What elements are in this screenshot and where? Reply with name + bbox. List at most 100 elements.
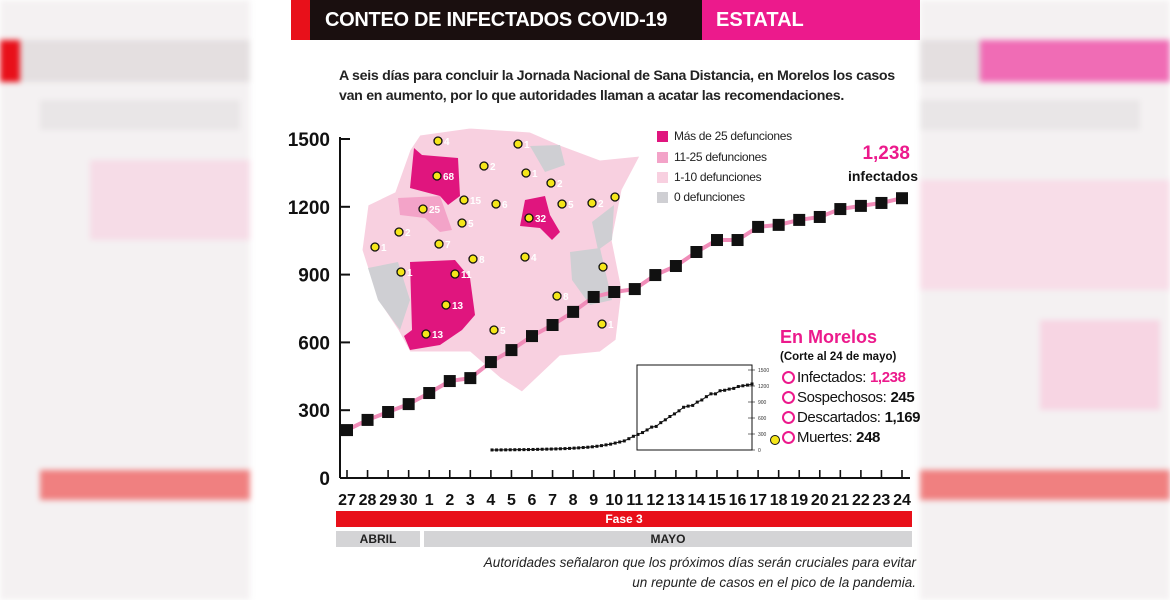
y-tick-label: 300 [298,401,330,422]
x-tick-label: 17 [749,492,767,509]
data-point [628,283,641,296]
map-label: 1 [381,243,387,254]
highlight-label: infectados [847,168,918,184]
map-dot-icon [491,199,501,209]
map-dot-icon [489,325,499,335]
data-point [423,387,436,400]
legend-swatch [657,171,668,183]
map-label: 2 [557,179,563,190]
inset-line [492,383,753,451]
map-label: 15 [470,196,482,207]
map-dot-icon [394,227,404,237]
inset-point [654,424,658,428]
inset-point [595,444,599,448]
data-point [443,375,456,388]
legend-item: 0 defunciones [657,189,745,205]
inset-point [572,446,576,450]
legend-label: 11-25 defunciones [674,150,767,164]
legend-label: 0 defunciones [674,190,745,204]
x-tick-label: 15 [708,492,726,509]
map-region-zero [530,145,565,172]
data-point [484,356,497,369]
x-tick-label: 11 [626,492,643,509]
arrow-circle-icon [782,371,795,384]
map-label: 1 [532,169,538,180]
data-point [587,290,600,303]
map-region-high [404,260,475,350]
summary-item: Descartados: 1,169 [782,409,921,426]
inset-point [558,447,562,451]
data-point [546,318,559,331]
map-label: 2 [405,228,411,239]
arrow-circle-icon [782,411,795,424]
x-tick-label: 7 [548,492,557,509]
map-label: 5 [468,219,474,230]
map-label: 2 [621,193,627,204]
y-tick-label: 900 [298,266,330,287]
inset-point [536,447,540,451]
map-label: 1 [608,320,614,331]
data-point [402,398,415,411]
map-label: 4 [531,253,537,264]
map-label: 11 [461,270,472,281]
inset-point [590,445,594,449]
inset-tick-label: 1200 [758,384,769,390]
inset-point [732,386,736,390]
data-point [793,213,806,226]
map-dot-icon [434,239,444,249]
map-label: 1 [407,268,413,279]
map-region-zero [592,205,614,250]
map-dot-icon [396,267,406,277]
blurred-right-background [920,0,1170,600]
map-dot-icon [433,136,443,146]
inset-point [736,385,740,389]
blurred-left-background [0,0,250,600]
map-label: 2 [598,199,604,210]
inset-point [531,447,535,451]
data-point [361,413,374,426]
inset-point [727,387,731,391]
summary-title: En Morelos [780,327,878,347]
month-may: MAYO [424,531,912,547]
data-point [464,372,477,385]
map-label: 2 [490,162,496,173]
x-tick-label: 13 [667,492,685,509]
data-point [854,199,867,212]
inset-point [645,428,649,432]
inset-point [540,447,544,451]
map-dot-icon [457,218,467,228]
data-point [731,234,744,247]
summary-value: 248 [856,429,880,446]
summary-label: Sospechosos: [797,389,887,406]
data-point [772,218,785,231]
summary-label: Infectados: [797,369,866,386]
inset-point [682,405,686,409]
map-dot-icon [418,204,428,214]
month-april: ABRIL [336,531,420,547]
map-dot-icon [552,291,562,301]
inset-point [499,448,503,452]
inset-tick-label: 600 [758,416,767,422]
map-dot-icon [546,178,556,188]
legend-label: Más de 25 defunciones [674,129,792,143]
data-point [526,330,538,343]
data-point [608,286,621,299]
x-tick-label: 29 [379,492,397,509]
arrow-circle-icon [782,431,795,444]
x-tick-label: 16 [729,492,747,509]
map-label: 1 [524,140,530,151]
inset-point [581,446,585,450]
data-point [382,406,395,419]
map-label: 6 [502,200,508,211]
data-point [341,424,353,437]
summary-value: 1,238 [869,369,906,386]
arrow-circle-icon [782,391,795,404]
inset-point [618,440,622,444]
map-dot-icon [450,269,460,279]
legend-label: 1-10 defunciones [674,170,762,184]
inset-point [508,448,512,452]
legend-swatch [657,191,668,203]
map-dot-icon [598,262,608,272]
x-tick-label: 18 [770,492,788,509]
